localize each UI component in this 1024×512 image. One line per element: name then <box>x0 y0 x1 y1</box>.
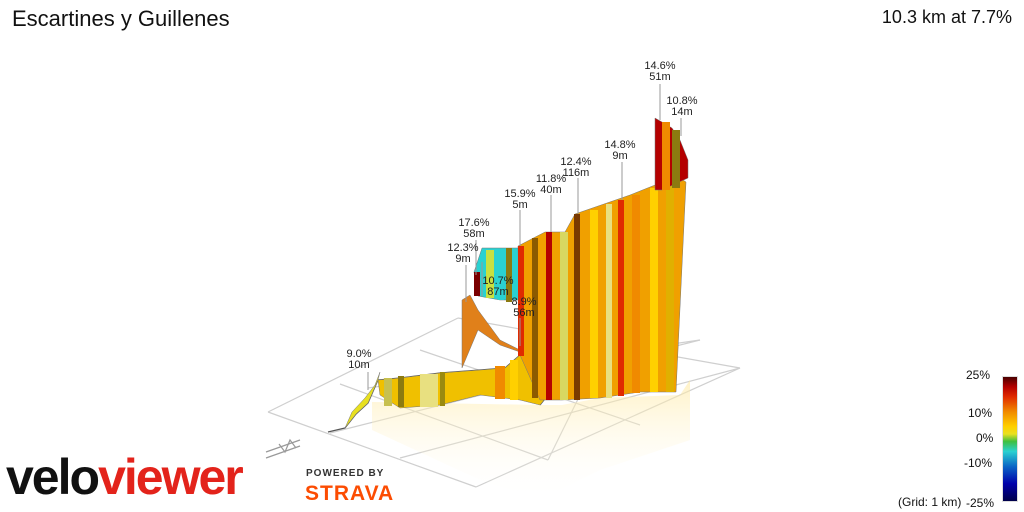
annotation-gradient: 10.7% <box>482 275 513 287</box>
wall-stripe <box>498 250 504 300</box>
legend-tick: -25% <box>966 496 995 510</box>
wall-stripe <box>384 378 392 406</box>
wall-start-section <box>344 371 381 429</box>
powered-by-label: POWERED BY <box>306 468 385 479</box>
wall-stripe <box>662 122 670 190</box>
wall-stripe <box>506 248 512 302</box>
logo-part: velo <box>6 449 100 505</box>
annotation-length: 10m <box>348 359 369 371</box>
annotation-length: 9m <box>612 150 627 162</box>
legend-tick: 0% <box>976 431 994 445</box>
grid-line <box>267 317 459 413</box>
legend-tick: -10% <box>964 456 993 470</box>
wall-stripe <box>440 372 445 406</box>
annotation-gradient: 11.8% <box>536 173 567 185</box>
annotation-length: 5m <box>512 199 527 211</box>
wall-stripe <box>672 130 680 188</box>
wall-stripe <box>486 250 494 298</box>
wall-stripe <box>666 182 674 392</box>
annotation-gradient: 17.6% <box>458 217 489 229</box>
logo-part: viewer <box>98 449 244 505</box>
annotation-length: 9m <box>455 253 470 265</box>
annotation-gradient: 8.9% <box>511 296 536 308</box>
annotation-gradient: 9.0% <box>346 348 371 360</box>
wall-upper-section <box>517 177 687 401</box>
wall-stripe <box>420 374 438 407</box>
wall-stripe <box>398 376 404 407</box>
annotation-length: 116m <box>563 167 590 179</box>
north-arrow-icon <box>265 438 301 459</box>
legend-tick: 25% <box>966 368 991 382</box>
wall-stripe <box>495 366 505 399</box>
annotation-length: 14m <box>671 106 692 118</box>
strava-logo: STRAVA <box>305 482 395 505</box>
annotation-gradient: 10.8% <box>666 95 697 107</box>
wall-reflection <box>372 380 690 500</box>
wall-stripe <box>618 200 624 396</box>
annotation-length: 87m <box>487 286 508 298</box>
annotation-gradient: 12.4% <box>560 156 591 168</box>
gradient-legend: 25% 10% 0% -10% -25% <box>962 366 1024 512</box>
grid-line <box>267 411 477 488</box>
wall-upper-stripes <box>518 182 674 400</box>
chart-title: Escartines y Guillenes <box>12 6 230 31</box>
segment-annotations: 9.0%10m12.3%9m17.6%58m10.7%87m8.9%56m15.… <box>346 60 697 371</box>
gradient-scale-bar <box>1002 376 1018 502</box>
veloviewer-logo: veloviewer <box>6 449 244 505</box>
annotation-gradient: 14.6% <box>644 60 675 72</box>
annotation-length: 58m <box>463 228 484 240</box>
wall-stripe <box>574 214 580 400</box>
grid-scale-note: (Grid: 1 km) <box>898 495 962 509</box>
wall-stripe <box>650 188 658 392</box>
wall-stripe <box>546 232 552 400</box>
wall-summit-section <box>654 117 689 191</box>
annotation-gradient: 12.3% <box>447 242 478 254</box>
wall-stripe <box>560 232 568 400</box>
annotation-length: 51m <box>649 71 670 83</box>
wall-stripe <box>590 210 598 398</box>
wall-low-stripes <box>384 360 518 407</box>
wall-stripe <box>518 246 524 356</box>
annotation-length: 56m <box>513 307 534 319</box>
legend-tick: 10% <box>968 406 993 420</box>
annotation-gradient: 14.8% <box>604 139 635 151</box>
wall-stripe <box>532 238 538 398</box>
annotation-leaders <box>367 84 682 390</box>
annotation-gradient: 15.9% <box>504 188 535 200</box>
wall-stripe <box>632 195 640 393</box>
wall-steep-stripes <box>474 248 512 302</box>
wall-stripe <box>474 272 480 296</box>
annotation-length: 40m <box>540 184 561 196</box>
wall-stripe <box>606 204 612 398</box>
wall-stripe <box>510 360 518 400</box>
climb-summary: 10.3 km at 7.7% <box>881 7 1012 27</box>
